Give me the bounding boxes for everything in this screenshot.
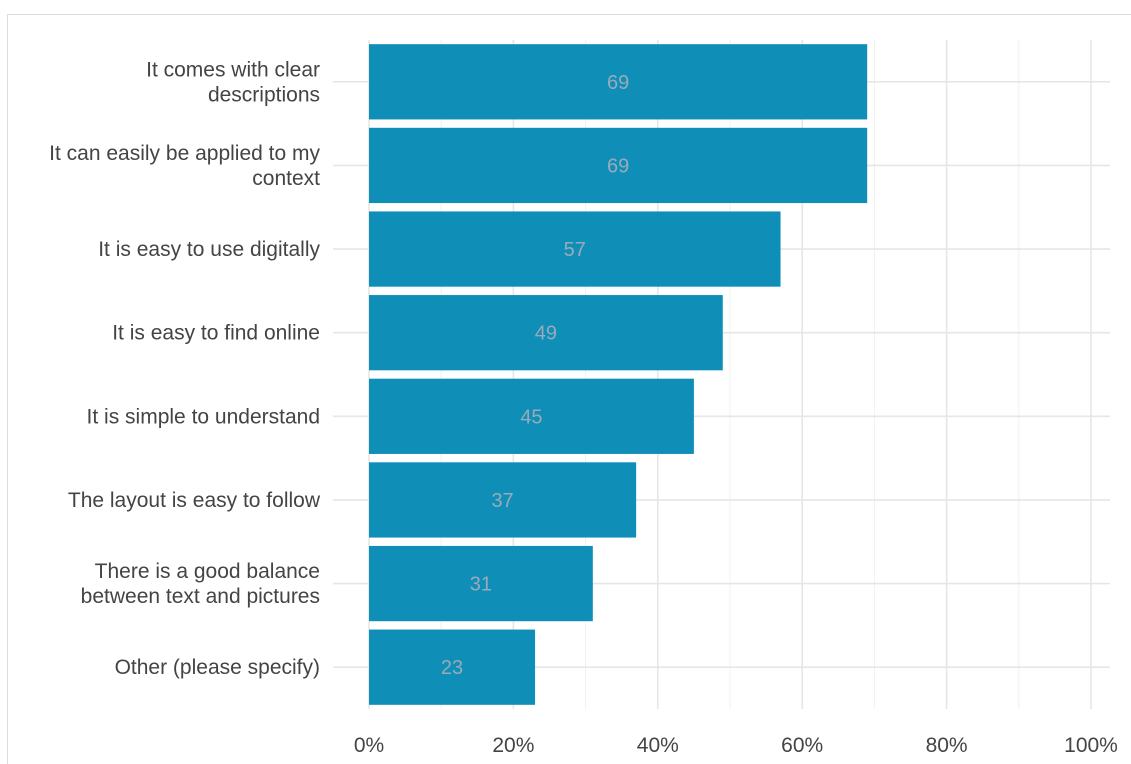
category-label: It is simple to understand xyxy=(87,405,320,428)
bar xyxy=(369,295,723,371)
category-label: It is easy to use digitally xyxy=(98,238,320,261)
x-tick-label: 100% xyxy=(1064,734,1118,757)
bar xyxy=(369,44,868,120)
bar xyxy=(369,127,868,204)
data-labels: 69 69 57 49 45 37 31 23 xyxy=(441,72,629,679)
x-axis-ticks: 0% 20% 40% 60% 80% 100% xyxy=(354,734,1118,757)
data-label: 69 xyxy=(607,72,629,94)
chart-frame xyxy=(7,14,1131,764)
data-label: 57 xyxy=(564,239,586,261)
bar xyxy=(369,545,593,622)
data-label: 45 xyxy=(520,406,542,428)
x-tick-label: 60% xyxy=(781,734,823,757)
bar xyxy=(369,629,536,705)
data-label: 31 xyxy=(470,574,492,596)
x-tick-label: 80% xyxy=(926,734,968,757)
x-tick-label: 20% xyxy=(492,734,534,757)
bar xyxy=(369,378,694,454)
x-tick-label: 0% xyxy=(354,734,384,757)
bar xyxy=(369,211,781,287)
category-label: It can easily be applied to my context xyxy=(49,142,320,190)
category-label: Other (please specify) xyxy=(115,656,320,679)
category-label: There is a good balance between text and … xyxy=(81,560,320,608)
bars xyxy=(369,44,868,705)
data-label: 23 xyxy=(441,657,463,679)
category-label: The layout is easy to follow xyxy=(68,489,321,512)
category-label: It comes with clear descriptions xyxy=(146,58,320,106)
bar xyxy=(369,462,637,538)
data-label: 37 xyxy=(491,490,513,512)
category-labels: It comes with clear descriptions It can ea… xyxy=(49,58,321,679)
data-label: 49 xyxy=(535,323,557,345)
x-tick-label: 40% xyxy=(637,734,679,757)
category-label: It is easy to find online xyxy=(112,322,320,345)
data-label: 69 xyxy=(607,155,629,177)
